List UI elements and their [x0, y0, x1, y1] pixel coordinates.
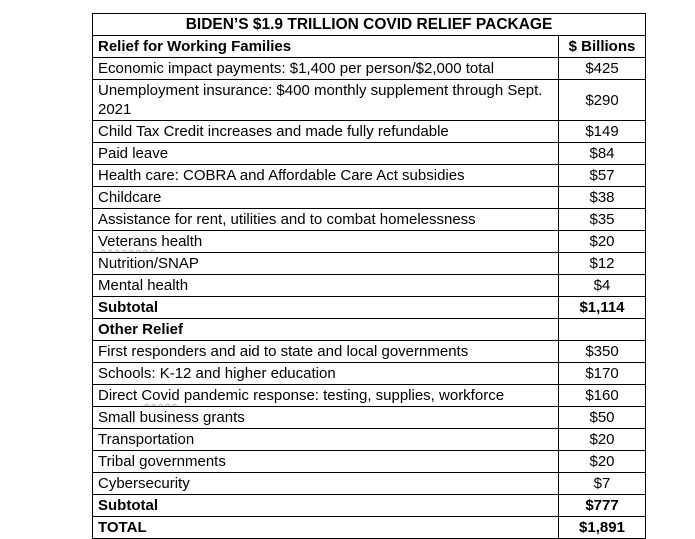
row-amount: $1,114 [558, 296, 646, 319]
row-amount: $290 [558, 79, 646, 121]
column-header-row: Relief for Working Families $ Billions [92, 35, 646, 58]
row-label: Small business grants [92, 406, 559, 429]
row-amount: $20 [558, 428, 646, 451]
table-row: Veterans health $20 [92, 230, 646, 253]
row-label: Subtotal [92, 494, 559, 517]
subtotal-row: Subtotal $777 [92, 494, 646, 517]
row-amount: $170 [558, 362, 646, 385]
row-label: Unemployment insurance: $400 monthly sup… [92, 79, 559, 121]
row-amount: $12 [558, 252, 646, 275]
row-label: Economic impact payments: $1,400 per per… [92, 57, 559, 80]
table-title-row: BIDEN’S $1.9 TRILLION COVID RELIEF PACKA… [92, 13, 646, 36]
column-header-amount: $ Billions [558, 35, 646, 58]
row-amount: $35 [558, 208, 646, 231]
row-amount: $425 [558, 57, 646, 80]
row-amount: $350 [558, 340, 646, 363]
row-label-rest: health [157, 233, 203, 250]
row-amount: $149 [558, 120, 646, 143]
row-amount: $50 [558, 406, 646, 429]
row-label: Subtotal [92, 296, 559, 319]
section-header-label: Other Relief [92, 318, 559, 341]
row-label: Childcare [92, 186, 559, 209]
row-label: Veterans health [92, 230, 559, 253]
relief-package-table: BIDEN’S $1.9 TRILLION COVID RELIEF PACKA… [92, 13, 646, 539]
row-label: TOTAL [92, 516, 559, 539]
table-row: Tribal governments $20 [92, 450, 646, 473]
table-row: Mental health $4 [92, 274, 646, 297]
row-label: Schools: K-12 and higher education [92, 362, 559, 385]
table-row: Schools: K-12 and higher education $170 [92, 362, 646, 385]
row-label: Cybersecurity [92, 472, 559, 495]
column-header-label: Relief for Working Families [92, 35, 559, 58]
table-row: Childcare $38 [92, 186, 646, 209]
table-row: Assistance for rent, utilities and to co… [92, 208, 646, 231]
row-amount: $160 [558, 384, 646, 407]
table-row: Health care: COBRA and Affordable Care A… [92, 164, 646, 187]
row-amount: $7 [558, 472, 646, 495]
table-row: Economic impact payments: $1,400 per per… [92, 57, 646, 80]
row-amount [558, 318, 646, 341]
row-label: Assistance for rent, utilities and to co… [92, 208, 559, 231]
row-amount: $84 [558, 142, 646, 165]
row-label: Transportation [92, 428, 559, 451]
table-row: Paid leave $84 [92, 142, 646, 165]
row-amount: $777 [558, 494, 646, 517]
misspelled-word: Covid [141, 387, 180, 404]
row-label-start: Direct [98, 387, 142, 404]
section-header-row: Other Relief [92, 318, 646, 341]
total-row: TOTAL $1,891 [92, 516, 646, 539]
row-label: First responders and aid to state and lo… [92, 340, 559, 363]
table-row: Unemployment insurance: $400 monthly sup… [92, 79, 646, 121]
table-row: Small business grants $50 [92, 406, 646, 429]
table-title: BIDEN’S $1.9 TRILLION COVID RELIEF PACKA… [92, 13, 646, 36]
table-row: Child Tax Credit increases and made full… [92, 120, 646, 143]
row-amount: $38 [558, 186, 646, 209]
row-label: Tribal governments [92, 450, 559, 473]
table-row: Direct Covid pandemic response: testing,… [92, 384, 646, 407]
misspelled-word: Veterans [98, 233, 158, 250]
row-label: Mental health [92, 274, 559, 297]
row-amount: $57 [558, 164, 646, 187]
row-label: Health care: COBRA and Affordable Care A… [92, 164, 559, 187]
row-amount: $20 [558, 230, 646, 253]
table-row: Cybersecurity $7 [92, 472, 646, 495]
row-label: Nutrition/SNAP [92, 252, 559, 275]
row-amount: $20 [558, 450, 646, 473]
row-label: Direct Covid pandemic response: testing,… [92, 384, 559, 407]
subtotal-row: Subtotal $1,114 [92, 296, 646, 319]
row-label-rest: pandemic response: testing, supplies, wo… [179, 387, 505, 404]
table-row: First responders and aid to state and lo… [92, 340, 646, 363]
table-row: Nutrition/SNAP $12 [92, 252, 646, 275]
row-label: Child Tax Credit increases and made full… [92, 120, 559, 143]
row-amount: $4 [558, 274, 646, 297]
table-row: Transportation $20 [92, 428, 646, 451]
row-amount: $1,891 [558, 516, 646, 539]
data-table: BIDEN’S $1.9 TRILLION COVID RELIEF PACKA… [92, 13, 646, 539]
row-label: Paid leave [92, 142, 559, 165]
